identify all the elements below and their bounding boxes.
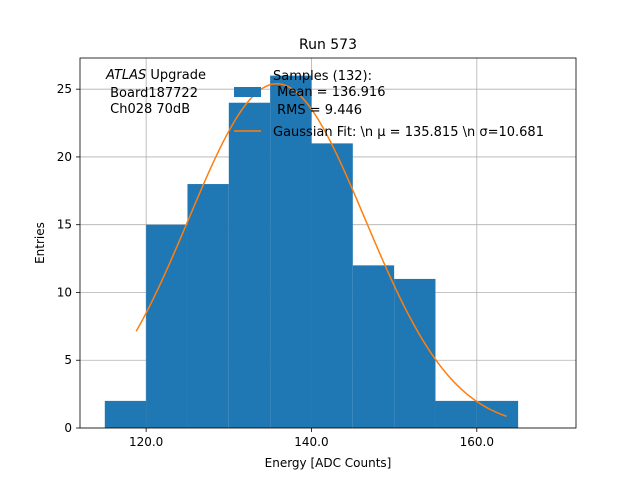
histogram-bar bbox=[311, 143, 353, 428]
x-axis-ticks: 120.0 140.0 160.0 bbox=[129, 428, 494, 449]
y-tick-label: 15 bbox=[57, 218, 72, 232]
y-tick-label: 10 bbox=[57, 285, 72, 299]
y-tick-label: 0 bbox=[64, 421, 72, 435]
histogram-bar bbox=[104, 400, 147, 428]
y-tick-label: 25 bbox=[57, 82, 72, 96]
histogram-bar bbox=[352, 265, 395, 428]
y-axis-label: Entries bbox=[33, 222, 47, 264]
histogram-bar bbox=[146, 224, 188, 428]
histogram-bar bbox=[187, 184, 229, 428]
legend-histogram-line-2: Mean = 136.916 bbox=[273, 85, 385, 100]
atlas-annotation: ATLAS Upgrade Board187722 Ch028 70dB bbox=[105, 68, 206, 117]
atlas-label: ATLAS bbox=[105, 68, 146, 83]
histogram-bar bbox=[435, 400, 477, 428]
annotation-line-2: Board187722 bbox=[106, 86, 198, 101]
plot-frame bbox=[79, 57, 577, 429]
x-tick-label: 120.0 bbox=[129, 435, 163, 449]
histogram-bar bbox=[394, 278, 436, 428]
gaussian-fit-curve bbox=[135, 83, 507, 418]
y-axis-ticks: 0 5 10 15 20 25 bbox=[57, 82, 80, 435]
annotation-line-3: Ch028 70dB bbox=[106, 102, 190, 117]
upgrade-label: Upgrade bbox=[146, 68, 206, 83]
chart-title: Run 573 bbox=[299, 37, 357, 53]
y-tick-label: 5 bbox=[64, 353, 72, 367]
legend-histogram-swatch bbox=[234, 87, 261, 97]
legend-histogram-line-3: RMS = 9.446 bbox=[273, 103, 362, 118]
y-tick-label: 20 bbox=[57, 150, 72, 164]
histogram-bar bbox=[270, 75, 312, 428]
annotation-line-1: ATLAS Upgrade bbox=[105, 68, 206, 83]
legend: Samples (132): Mean = 136.916 RMS = 9.44… bbox=[234, 69, 544, 140]
x-axis-label: Energy [ADC Counts] bbox=[265, 456, 392, 470]
histogram-bars bbox=[104, 75, 519, 428]
histogram-bar bbox=[228, 102, 271, 428]
x-tick-label: 160.0 bbox=[460, 435, 494, 449]
legend-histogram-line-1: Samples (132): bbox=[273, 69, 372, 84]
legend-fit-label: Gaussian Fit: \n μ = 135.815 \n σ=10.681 bbox=[273, 125, 544, 140]
x-tick-label: 140.0 bbox=[294, 435, 328, 449]
